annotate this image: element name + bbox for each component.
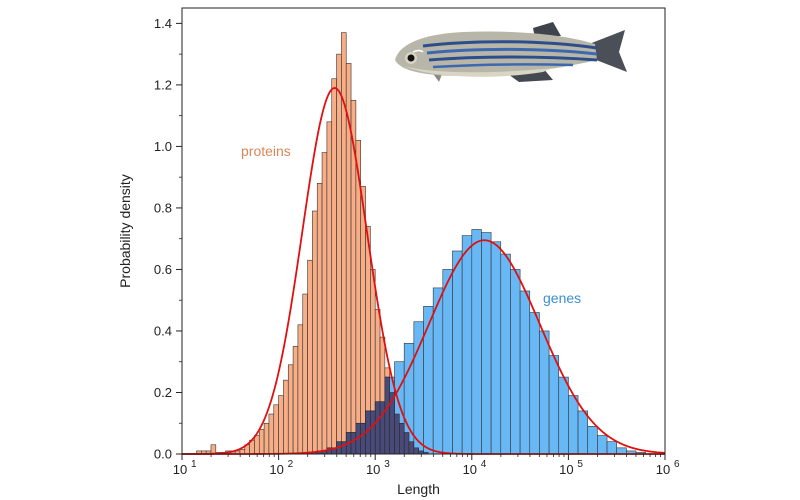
histogram-bar-0-27	[326, 121, 333, 455]
histogram-bar-0-3	[210, 444, 217, 455]
histogram-bar-0-19	[287, 364, 294, 455]
overlap-bar-22	[413, 447, 419, 455]
y-axis-label: Probability density	[117, 174, 133, 288]
x-tick-exponent: 6	[674, 459, 680, 470]
overlap-bar-9	[350, 432, 357, 455]
histogram-bar-1-17	[471, 229, 482, 455]
histogram-bar-0-28	[331, 78, 337, 455]
overlap-bar-16	[384, 376, 390, 455]
x-tick-exponent: 4	[481, 459, 487, 470]
histogram-bar-0-24	[312, 210, 318, 455]
histogram-bar-1-12	[423, 306, 434, 455]
histogram-bar-1-27	[568, 395, 579, 455]
histogram-bar-1-24	[539, 330, 550, 455]
x-tick-label: 10	[559, 462, 573, 477]
histogram-bar-0-12	[254, 435, 260, 455]
histogram-bar-0-34	[360, 186, 366, 455]
overlap-bar-20	[403, 432, 410, 455]
histogram-bar-1-16	[461, 235, 473, 455]
histogram-bar-0-22	[302, 293, 308, 455]
y-tick-label: 1.4	[154, 16, 172, 31]
x-tick-label: 10	[656, 462, 670, 477]
overlap-bar-21	[408, 441, 415, 455]
histogram-bar-0-26	[321, 152, 328, 455]
y-tick-label: 0.4	[154, 323, 172, 338]
overlap-bar-19	[399, 422, 405, 455]
histogram-bar-1-31	[606, 441, 617, 455]
histogram-bar-1-30	[597, 435, 608, 455]
histogram-bar-0-14	[263, 422, 270, 455]
histogram-bar-0-21	[297, 324, 304, 455]
genes-annotation: genes	[543, 290, 581, 306]
histogram-bar-1-26	[558, 376, 569, 455]
x-axis-label: Length	[397, 481, 440, 497]
overlap-bar-7	[341, 441, 347, 455]
x-tick-exponent: 3	[384, 459, 390, 470]
x-tick-label: 10	[173, 462, 187, 477]
histogram-bar-0-17	[278, 395, 284, 455]
histogram-bar-1-14	[442, 269, 453, 455]
histogram-bar-1-29	[587, 426, 598, 455]
histogram-bar-0-20	[292, 346, 299, 455]
histogram-bar-0-29	[336, 53, 342, 455]
histogram-bar-1-21	[510, 269, 521, 455]
histogram-bar-1-20	[500, 253, 511, 455]
x-tick-exponent: 5	[577, 459, 583, 470]
y-tick-label: 0.8	[154, 200, 172, 215]
histogram-bar-1-25	[548, 355, 560, 455]
overlap-bar-18	[394, 413, 400, 455]
proteins-annotation: proteins	[241, 143, 291, 159]
histogram-bar-1-15	[452, 250, 463, 455]
histogram-bar-1-18	[481, 232, 492, 455]
x-tick-label: 10	[269, 462, 283, 477]
histogram-bar-0-25	[316, 183, 323, 455]
histogram-bar-1-28	[577, 410, 589, 455]
histogram-bar-1-19	[490, 241, 502, 455]
overlap-bar-14	[374, 401, 381, 455]
zebrafish-icon	[395, 22, 627, 82]
y-tick-label: 0.2	[154, 385, 172, 400]
histogram-bar-0-13	[258, 429, 265, 455]
y-tick-label: 0.6	[154, 262, 172, 277]
histogram-bar-0-18	[283, 379, 289, 455]
x-tick-label: 10	[463, 462, 477, 477]
histogram-bar-0-23	[307, 259, 313, 455]
x-axis-ticks: 10 1 10 2 10 3 10 4 10 5 10 6	[173, 454, 680, 477]
histogram-bar-1-32	[616, 447, 627, 455]
histogram-bar-0-16	[273, 404, 279, 455]
overlap-bar-13	[370, 410, 376, 455]
x-tick-exponent: 1	[191, 459, 197, 470]
histogram-bar-1-23	[529, 312, 540, 455]
y-axis-ticks: 0.0 0.2 0.4 0.6 0.8 1.0 1.2 1.4	[154, 16, 182, 462]
overlap-bar-11	[360, 422, 366, 455]
y-tick-label: 1.0	[154, 139, 172, 154]
histogram-bar-1-22	[519, 290, 531, 455]
y-tick-label: 0.0	[154, 447, 172, 462]
overlap-bar-15	[379, 401, 386, 455]
x-tick-label: 10	[366, 462, 380, 477]
x-tick-exponent: 2	[288, 459, 294, 470]
histogram-bar-0-15	[268, 413, 275, 455]
plot-frame	[181, 7, 666, 455]
y-tick-label: 1.2	[154, 77, 172, 92]
